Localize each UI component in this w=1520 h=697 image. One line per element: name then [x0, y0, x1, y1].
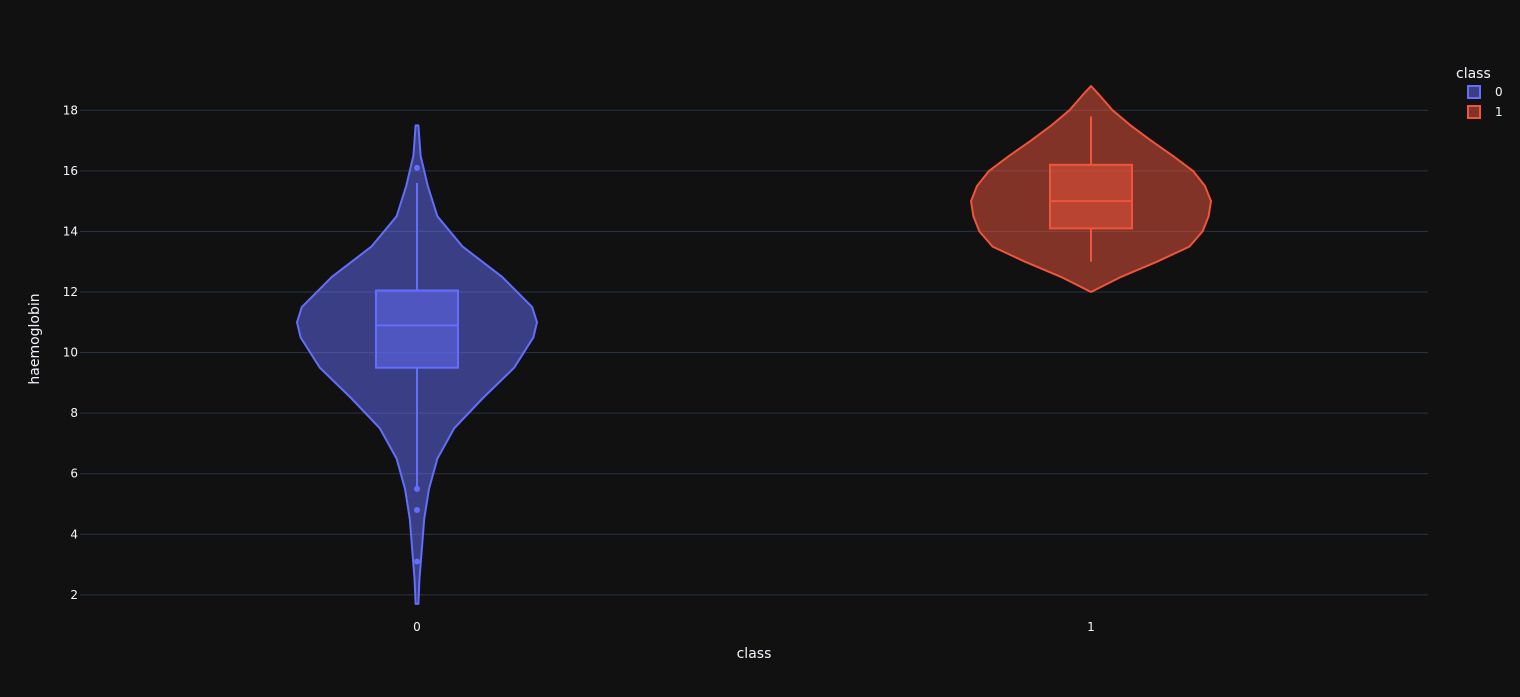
violin-group-1[interactable]	[970, 85, 1212, 293]
legend-item-0[interactable]: 0	[1467, 85, 1503, 99]
y-tick-label: 2	[70, 588, 78, 602]
legend-swatch	[1467, 85, 1481, 99]
y-tick-label: 6	[70, 467, 78, 481]
legend-item-1[interactable]: 1	[1467, 105, 1503, 119]
legend[interactable]: class 0 1	[1456, 66, 1503, 119]
outlier-point	[414, 485, 420, 492]
x-tick-label: 1	[1087, 620, 1095, 634]
violins[interactable]	[296, 85, 1212, 605]
box	[1049, 163, 1133, 230]
gridlines	[80, 109, 1428, 596]
y-axis-ticks: 2 4 6 8 10 12 14 16 18	[63, 103, 78, 602]
y-tick-label: 14	[63, 224, 78, 238]
legend-label: 0	[1495, 85, 1503, 99]
y-tick-label: 18	[63, 103, 78, 117]
outlier-point	[414, 164, 420, 171]
y-tick-label: 16	[63, 164, 78, 178]
outlier-point	[414, 558, 420, 565]
y-tick-label: 12	[63, 285, 78, 299]
legend-swatch	[1467, 105, 1481, 119]
y-tick-label: 4	[70, 527, 78, 541]
y-tick-label: 10	[63, 346, 78, 360]
x-axis-title: class	[737, 646, 772, 662]
legend-label: 1	[1495, 105, 1503, 119]
box	[375, 289, 459, 369]
x-tick-label: 0	[413, 620, 421, 634]
outlier-point	[414, 507, 420, 514]
violin-group-0[interactable]	[296, 124, 538, 605]
legend-title: class	[1456, 66, 1491, 82]
y-axis-title: haemoglobin	[27, 293, 43, 384]
y-tick-label: 8	[70, 406, 78, 420]
